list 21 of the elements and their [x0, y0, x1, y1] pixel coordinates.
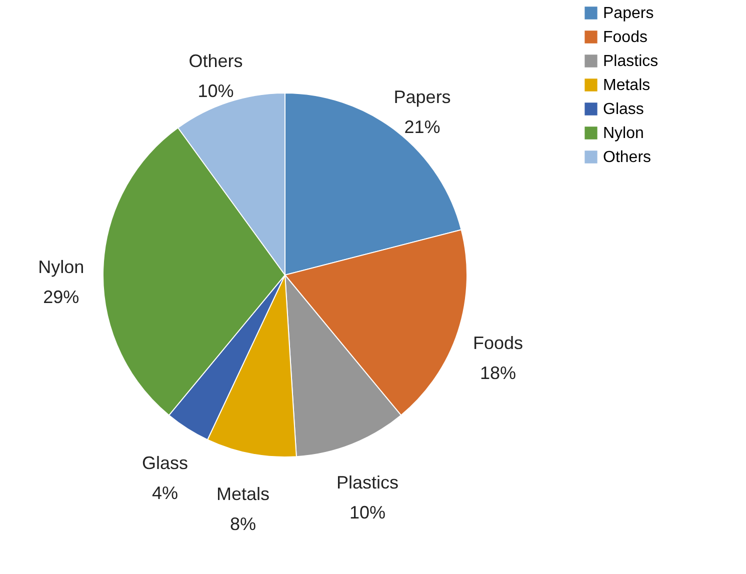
legend-label: Papers: [603, 5, 654, 22]
data-label: 4%: [152, 483, 178, 504]
data-label: 21%: [404, 117, 440, 138]
slice-label: Others: [188, 50, 243, 71]
data-label: 10%: [198, 80, 234, 101]
legend-label: Glass: [603, 101, 644, 118]
slice-label: Plastics: [336, 472, 398, 492]
slice-label: Papers: [394, 87, 451, 108]
slice-label: Foods: [473, 333, 524, 354]
slice-label: Glass: [142, 453, 188, 474]
data-label: 10%: [349, 502, 386, 522]
legend-label: Plastics: [603, 53, 658, 70]
data-label: 18%: [480, 363, 516, 384]
slice-label: Metals: [216, 484, 270, 504]
legend-label: Foods: [603, 29, 648, 46]
data-label: 29%: [43, 286, 80, 307]
legend-label: Nylon: [603, 125, 644, 142]
data-label: 8%: [230, 514, 256, 534]
slice-label: Nylon: [38, 256, 84, 277]
legend-label: Metals: [603, 77, 650, 94]
legend-label: Others: [603, 149, 652, 166]
